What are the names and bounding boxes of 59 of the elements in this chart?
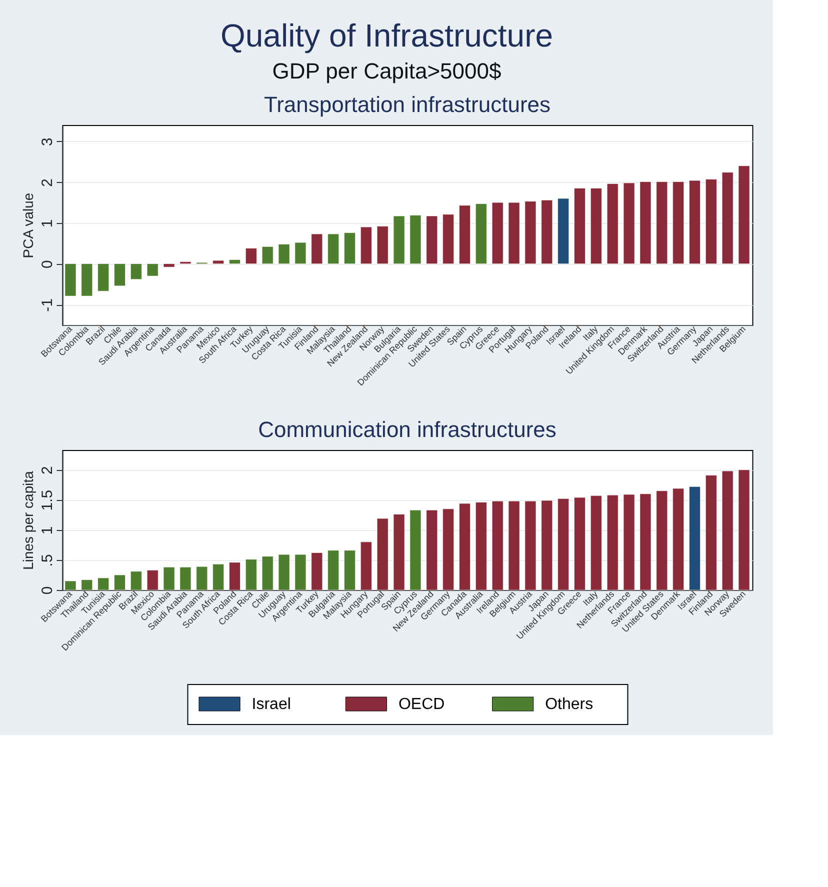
bar <box>623 182 635 264</box>
bar <box>360 226 372 264</box>
bar <box>738 166 750 264</box>
bar <box>656 182 668 264</box>
bar <box>311 234 323 264</box>
bar <box>606 184 618 264</box>
bar <box>294 242 306 264</box>
bar <box>114 264 126 286</box>
chart-subtitle: GDP per Capita>5000$ <box>272 58 502 84</box>
bar <box>163 264 175 268</box>
bar <box>640 182 652 264</box>
y-tick-label: -1 <box>38 298 56 312</box>
y-tick-label: 1 <box>38 219 56 228</box>
y-tick-label: 2 <box>38 178 56 187</box>
bar <box>376 226 388 264</box>
bar <box>426 216 438 264</box>
bar <box>706 179 717 264</box>
bar <box>590 188 602 264</box>
chart-title: Quality of Infrastructure <box>220 18 554 54</box>
y-tick-label: 2 <box>38 466 56 474</box>
bar <box>722 172 734 264</box>
bar <box>508 202 520 264</box>
bar <box>574 188 586 264</box>
bar <box>459 205 470 264</box>
chart-title: Communication infrastructures <box>258 417 556 442</box>
y-tick-label: .5 <box>38 554 56 567</box>
y-tick-label: 1.5 <box>38 490 56 511</box>
bar <box>81 264 93 296</box>
bar <box>278 244 290 264</box>
y-tick-label: 0 <box>38 586 56 595</box>
bar <box>229 260 240 264</box>
bar <box>328 234 339 264</box>
bar <box>541 200 553 264</box>
y-axis-title: Lines per capita <box>20 470 36 570</box>
text: Transportation infrastructures <box>264 92 551 117</box>
bar <box>558 198 569 264</box>
bar <box>476 204 487 264</box>
bar <box>212 260 224 264</box>
bar <box>64 264 76 296</box>
y-tick-label: 0 <box>38 260 56 268</box>
legend-label: OECD <box>398 696 445 713</box>
y-tick-label: 3 <box>38 138 56 146</box>
bar <box>262 246 274 264</box>
bar <box>344 232 356 264</box>
bar <box>689 180 700 264</box>
y-tick-label: 1 <box>38 526 56 535</box>
bar <box>492 202 504 264</box>
bar <box>98 264 109 292</box>
bar <box>524 201 536 264</box>
legend-label: Israel <box>252 696 291 713</box>
y-axis-title: PCA value <box>20 192 36 258</box>
bar <box>410 215 422 264</box>
bar <box>246 248 257 264</box>
bar <box>146 264 158 276</box>
bar <box>130 264 142 280</box>
bar <box>393 216 405 264</box>
bar <box>442 214 454 264</box>
bar <box>672 182 684 264</box>
legend-label: Others <box>545 696 594 713</box>
